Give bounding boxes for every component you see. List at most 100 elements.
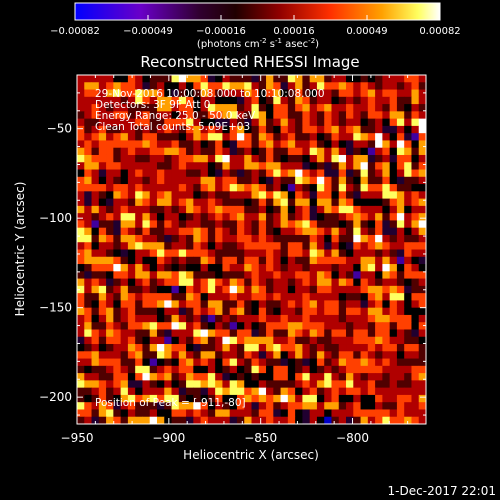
heatmap-cell (142, 336, 151, 345)
heatmap-cell (280, 409, 289, 418)
heatmap-cell (171, 125, 180, 134)
heatmap-cell (251, 169, 260, 178)
heatmap-cell (127, 409, 136, 418)
heatmap-cell (367, 227, 376, 236)
heatmap-cell (346, 285, 354, 294)
heatmap-cell (186, 125, 194, 134)
heatmap-cell (375, 104, 383, 112)
heatmap-cell (236, 162, 245, 170)
heatmap-cell (229, 104, 238, 112)
heatmap-cell (309, 300, 318, 309)
heatmap-cell (193, 154, 201, 163)
heatmap-cell (156, 285, 165, 294)
heatmap-cell (98, 104, 107, 112)
footer-timestamp: 1-Dec-2017 22:01 (388, 484, 496, 498)
heatmap-cell (324, 104, 332, 112)
heatmap-cell (316, 104, 325, 112)
heatmap-cell (316, 373, 325, 381)
heatmap-cell (164, 416, 172, 424)
heatmap-cell (324, 176, 332, 185)
heatmap-cell (295, 365, 303, 374)
heatmap-cell (91, 322, 100, 330)
heatmap-cell (193, 416, 201, 424)
heatmap-cell (142, 373, 151, 381)
heatmap-cell (222, 234, 231, 243)
heatmap-cell (236, 184, 245, 192)
heatmap-cell (273, 162, 281, 170)
heatmap-cell (338, 162, 347, 170)
heatmap-cell (251, 351, 260, 359)
heatmap-cell (236, 191, 245, 199)
heatmap-cell (84, 344, 92, 352)
heatmap-cell (135, 242, 143, 250)
heatmap-cell (178, 75, 187, 83)
heatmap-cell (353, 75, 361, 83)
heatmap-cell (127, 140, 136, 149)
heatmap-cell (149, 227, 158, 236)
heatmap-cell (324, 314, 332, 323)
heatmap-cell (142, 380, 151, 389)
heatmap-cell (389, 336, 398, 345)
heatmap-cell (127, 191, 136, 199)
heatmap-cell (302, 336, 311, 345)
heatmap-cell (280, 169, 289, 178)
heatmap-cell (360, 118, 369, 127)
heatmap-cell (346, 365, 354, 374)
heatmap-cell (353, 249, 361, 258)
heatmap-cell (207, 394, 216, 403)
heatmap-cell (411, 329, 420, 338)
heatmap-cell (149, 358, 158, 367)
heatmap-cell (389, 278, 398, 287)
heatmap-cell (156, 344, 165, 352)
heatmap-cell (244, 409, 252, 418)
heatmap-cell (338, 271, 347, 279)
heatmap-cell (215, 373, 223, 381)
heatmap-cell (389, 227, 398, 236)
heatmap-cell (171, 271, 180, 279)
heatmap-cell (353, 394, 361, 403)
heatmap-cell (186, 82, 194, 90)
heatmap-cell (178, 184, 187, 192)
heatmap-cell (229, 205, 238, 214)
heatmap-cell (77, 394, 85, 403)
heatmap-cell (375, 344, 383, 352)
heatmap-cell (418, 256, 426, 265)
heatmap-cell (324, 307, 332, 316)
heatmap-cell (84, 154, 92, 163)
heatmap-cell (142, 285, 151, 294)
heatmap-cell (98, 75, 107, 83)
heatmap-cell (236, 111, 245, 120)
heatmap-cell (156, 227, 165, 236)
heatmap-cell (418, 220, 426, 229)
heatmap-cell (324, 344, 332, 352)
heatmap-cell (244, 191, 252, 199)
heatmap-cell (367, 365, 376, 374)
heatmap-cell (229, 140, 238, 149)
heatmap-cell (193, 264, 201, 272)
heatmap-cell (171, 75, 180, 83)
heatmap-cell (266, 358, 274, 367)
heatmap-cell (200, 300, 209, 309)
heatmap-cell (193, 234, 201, 243)
heatmap-cell (396, 344, 405, 352)
heatmap-cell (84, 380, 92, 389)
heatmap-cell (156, 249, 165, 258)
heatmap-cell (389, 118, 398, 127)
heatmap-cell (404, 89, 412, 98)
heatmap-cell (273, 285, 281, 294)
heatmap-cell (346, 314, 354, 323)
heatmap-cell (280, 147, 289, 156)
heatmap-cell (91, 111, 100, 120)
heatmap-cell (149, 82, 158, 90)
heatmap-cell (353, 234, 361, 243)
heatmap-cell (120, 125, 129, 134)
heatmap-cell (404, 329, 412, 338)
heatmap-cell (353, 300, 361, 309)
heatmap-cell (389, 184, 398, 192)
heatmap-cell (258, 351, 267, 359)
heatmap-cell (127, 176, 136, 185)
heatmap-cell (309, 147, 318, 156)
heatmap-cell (120, 314, 129, 323)
heatmap-cell (193, 125, 201, 134)
heatmap-cell (353, 242, 361, 250)
